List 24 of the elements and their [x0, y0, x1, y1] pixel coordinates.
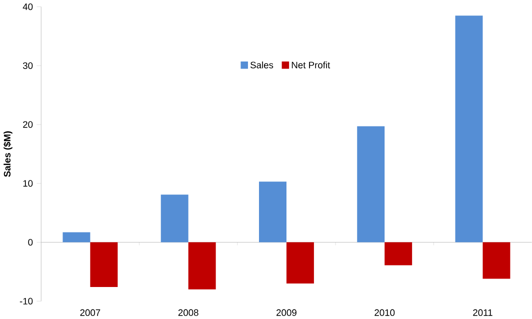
x-tick-label: 2009: [276, 309, 296, 316]
y-tick-label: 20: [23, 121, 33, 128]
bar: [286, 242, 314, 284]
bar: [62, 232, 90, 242]
bar: [482, 242, 510, 279]
y-tick-label: 40: [22, 3, 33, 10]
x-tick-label: 2007: [80, 309, 100, 316]
y-tick-label: 0: [28, 238, 33, 246]
y-tick-label: -10: [20, 298, 33, 304]
x-tick-label: 2011: [473, 309, 492, 316]
y-axis-title: Sales ($M): [3, 131, 12, 177]
bar: [384, 242, 412, 266]
bar: [455, 15, 483, 242]
y-tick-label: 30: [22, 62, 33, 69]
bar: [160, 194, 188, 242]
x-tick-label: 2010: [374, 309, 395, 316]
legend-label: Sales: [250, 61, 274, 68]
legend-label: Net Profit: [292, 61, 330, 68]
bar: [258, 181, 286, 242]
bar: [188, 242, 216, 290]
y-tick-label: 10: [23, 180, 33, 187]
bar: [90, 242, 118, 287]
bar: [357, 126, 385, 242]
x-tick-label: 2008: [178, 309, 198, 316]
